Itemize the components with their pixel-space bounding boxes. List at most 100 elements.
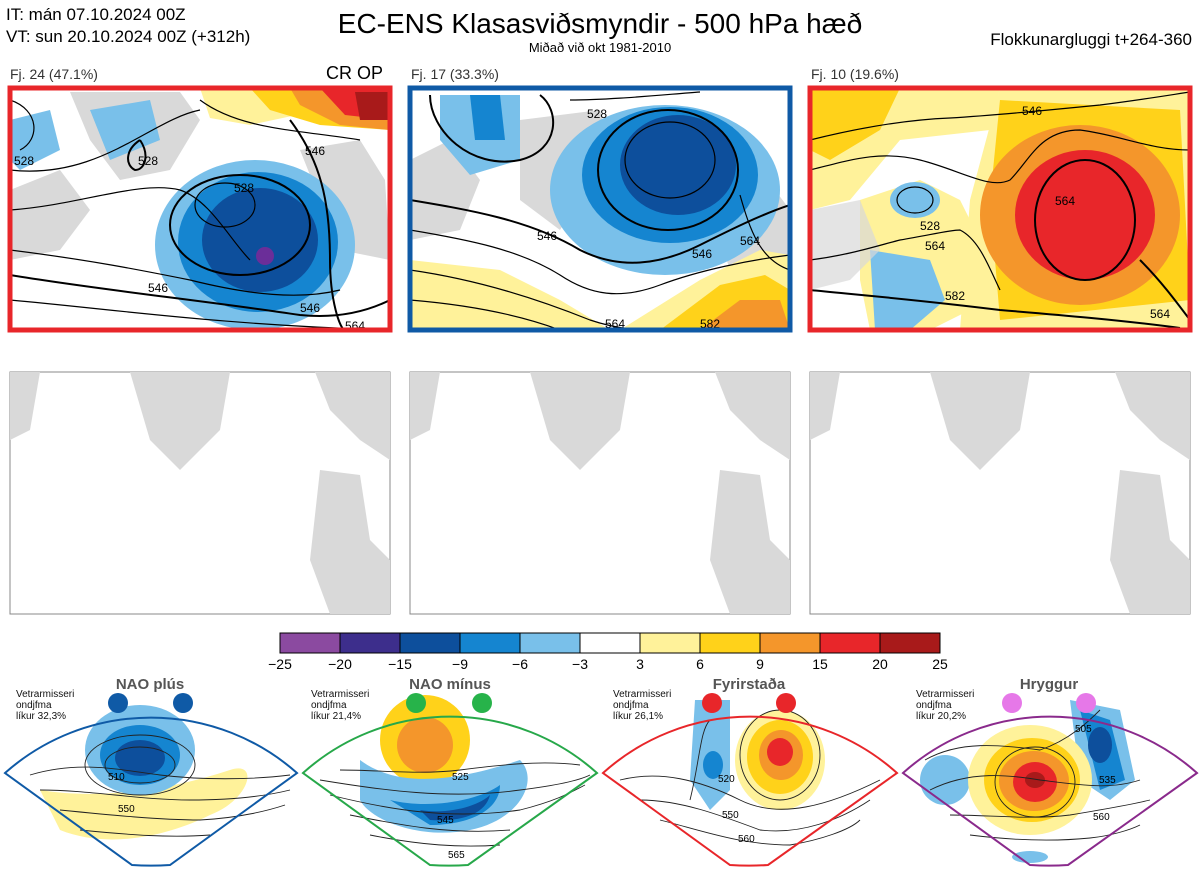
regime-3-dot xyxy=(702,693,722,713)
regime-1-dot xyxy=(173,693,193,713)
contour-label: 510 xyxy=(108,772,125,783)
contour-label: 564 xyxy=(1150,307,1170,321)
regime-meta-line: ondjfma xyxy=(311,700,347,711)
colorbar-tick: 25 xyxy=(932,656,948,672)
colorbar-tick: −9 xyxy=(452,656,468,672)
regime-2: 525 545 565 xyxy=(301,693,599,867)
colorbar-swatch xyxy=(879,632,941,654)
contour-label: 560 xyxy=(1093,812,1110,823)
regime-meta-line: líkur 32,3% xyxy=(16,711,67,722)
regime-4-info: Vetrarmisseri ondjfma líkur 20,2% xyxy=(916,689,974,722)
cluster-map-1-frame xyxy=(7,85,393,333)
colorbar-swatch xyxy=(699,632,761,654)
page-title: EC-ENS Klasasviðsmyndir - 500 hPa hæð xyxy=(337,8,863,39)
colorbar-tick: 15 xyxy=(812,656,828,672)
colorbar-swatch xyxy=(819,632,881,654)
contour-label: 564 xyxy=(1055,194,1075,208)
regime-4-frame xyxy=(901,715,1199,867)
regime-meta-line: ondjfma xyxy=(613,700,649,711)
contour-label: 560 xyxy=(738,834,755,845)
contour-label: 564 xyxy=(925,239,945,253)
regime-4-dot xyxy=(1076,693,1096,713)
colorbar-swatch xyxy=(339,632,401,654)
regime-meta-line: Vetrarmisseri xyxy=(916,689,975,700)
contour-label: 565 xyxy=(448,850,465,861)
contour-label: 505 xyxy=(1075,724,1092,735)
regime-1: 510 550 xyxy=(3,693,299,867)
contour-label: 520 xyxy=(718,774,735,785)
classification-window: Flokkunargluggi t+264-360 xyxy=(990,30,1192,49)
base-map-2 xyxy=(409,371,791,615)
colorbar-swatch xyxy=(759,632,821,654)
regime-2-frame xyxy=(301,715,599,867)
regime-1-info: Vetrarmisseri ondjfma líkur 32,3% xyxy=(16,689,74,722)
colorbar xyxy=(279,632,941,654)
cluster-map-1: 528 528 528 546 546 546 564 xyxy=(10,88,390,333)
colorbar-tick: 6 xyxy=(696,656,704,672)
colorbar-swatch xyxy=(459,632,521,654)
regime-3-dot xyxy=(776,693,796,713)
contour-label: 528 xyxy=(920,219,940,233)
regime-2-title: NAO mínus xyxy=(409,676,491,693)
regime-meta-line: líkur 20,2% xyxy=(916,711,967,722)
cluster-map-2: 528 546 546 564 582 564 xyxy=(410,88,790,331)
valid-time: VT: sun 20.10.2024 00Z (+312h) xyxy=(6,27,251,46)
regime-4-dot xyxy=(1002,693,1022,713)
contour-label: 528 xyxy=(587,107,607,121)
contour-label: 564 xyxy=(345,319,365,333)
contour-label: 550 xyxy=(722,810,739,821)
base-map-1 xyxy=(9,371,391,615)
panel-1-tag: CR OP xyxy=(326,63,384,83)
regime-meta-line: Vetrarmisseri xyxy=(613,689,672,700)
regime-1-frame xyxy=(3,716,299,867)
cluster-map-3-frame xyxy=(807,85,1193,333)
contour-label: 535 xyxy=(1099,775,1116,786)
init-time: IT: mán 07.10.2024 00Z xyxy=(6,5,186,24)
regime-4: 505 535 560 xyxy=(901,693,1199,867)
colorbar-swatch xyxy=(579,632,641,654)
regime-4-title: Hryggur xyxy=(1019,676,1079,693)
colorbar-swatch xyxy=(519,632,581,654)
colorbar-swatch xyxy=(399,632,461,654)
colorbar-tick: 20 xyxy=(872,656,888,672)
base-map-3 xyxy=(809,371,1191,615)
regime-meta-line: Vetrarmisseri xyxy=(16,689,75,700)
colorbar-tick: −25 xyxy=(268,656,292,672)
contour-label: 546 xyxy=(537,229,557,243)
regime-1-title: NAO plús xyxy=(115,676,185,693)
panel-1-label: Fj. 24 (47.1%) xyxy=(10,66,98,82)
regime-1-dot xyxy=(108,693,128,713)
colorbar-tick: −6 xyxy=(512,656,528,672)
run-info: IT: mán 07.10.2024 00Z VT: sun 20.10.202… xyxy=(6,4,250,48)
colorbar-tick: −3 xyxy=(572,656,588,672)
regime-3: 520 550 560 xyxy=(601,693,899,867)
regime-2-info: Vetrarmisseri ondjfma líkur 21,4% xyxy=(311,689,369,722)
contour-label: 528 xyxy=(138,154,158,168)
contour-label: 564 xyxy=(740,234,760,248)
regime-meta-line: ondjfma xyxy=(16,700,52,711)
regime-meta-line: líkur 21,4% xyxy=(311,711,362,722)
colorbar-tick: −20 xyxy=(328,656,352,672)
page-subtitle: Miðað við okt 1981-2010 xyxy=(528,40,672,55)
regime-3-frame xyxy=(601,715,899,867)
regime-meta-line: Vetrarmisseri xyxy=(311,689,370,700)
contour-label: 546 xyxy=(1022,104,1042,118)
regime-3-title: Fyrirstaða xyxy=(712,676,786,693)
colorbar-tick: 9 xyxy=(756,656,764,672)
contour-label: 525 xyxy=(452,772,469,783)
colorbar-tick: −15 xyxy=(388,656,412,672)
regime-3-info: Vetrarmisseri ondjfma líkur 26,1% xyxy=(613,689,671,722)
cluster-map-2-frame xyxy=(407,85,793,333)
contour-label: 582 xyxy=(700,317,720,331)
regime-meta-line: líkur 26,1% xyxy=(613,711,664,722)
contour-label: 546 xyxy=(305,144,325,158)
contour-label: 582 xyxy=(945,289,965,303)
contour-label: 528 xyxy=(234,181,254,195)
contour-label: 546 xyxy=(300,301,320,315)
regime-2-dot xyxy=(472,693,492,713)
contour-label: 564 xyxy=(605,317,625,331)
colorbar-swatch xyxy=(639,632,701,654)
cluster-map-3: 546 528 564 564 582 564 xyxy=(810,88,1190,330)
regime-2-dot xyxy=(406,693,426,713)
